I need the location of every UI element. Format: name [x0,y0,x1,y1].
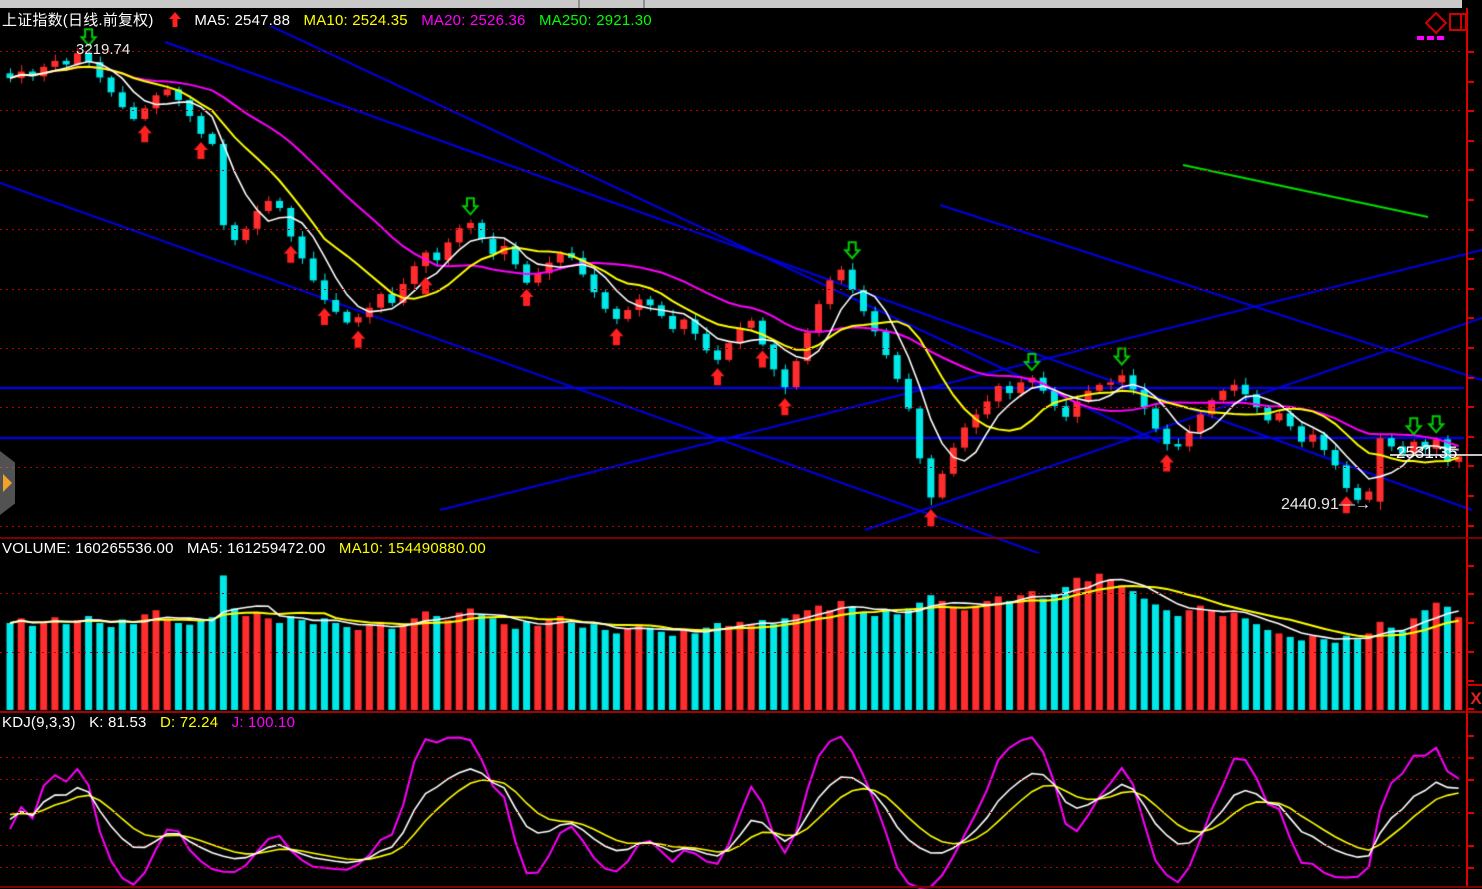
ma10-label: MA10: 2524.35 [303,12,408,29]
volume-label: VOLUME: 160265536.00 [2,540,174,557]
axis-tick [1466,651,1474,653]
peak-price-label: 3219.74 [76,41,131,58]
close-pane-button[interactable]: X [1466,684,1482,713]
dotted-gridline [0,779,1464,780]
k-value: K: 81.53 [89,714,147,731]
trough-price-label: 2440.91—→ [1281,496,1371,513]
axis-tick [1466,757,1474,759]
dotted-gridline [0,348,1464,349]
strip-seam [643,0,645,8]
axis-tick [1466,495,1474,497]
axis-tick [1466,565,1474,567]
axis-tick [1466,139,1474,142]
axis-tick [1466,680,1474,682]
axis-tick [1466,622,1474,624]
dotted-gridline [0,526,1464,527]
axis-tick [1466,845,1474,847]
axis-tick [1466,51,1474,53]
ma5-label: MA5: 2547.88 [194,12,291,29]
drawing-dash-icon[interactable] [1417,36,1424,40]
kdj-pane-header: KDJ(9,3,3) K: 81.53 D: 72.24 J: 100.10 [2,714,304,732]
axis-tick [1466,199,1474,201]
d-value: D: 72.24 [159,714,219,731]
main-chart-header: 上证指数(日线.前复权) MA5: 2547.88 MA10: 2524.35 … [2,9,661,29]
vol-ma5-label: MA5: 161259472.00 [187,540,326,557]
axis-tick [1466,376,1474,379]
pane-layout-icon[interactable] [1449,13,1467,31]
dotted-gridline [0,867,1464,868]
dotted-gridline [0,407,1464,408]
axis-tick [1466,735,1474,737]
axis-tick [1466,524,1474,527]
dotted-gridline [0,51,1464,52]
drawing-dash-icon[interactable] [1437,36,1444,40]
axis-tick [1466,258,1474,261]
drawing-dash-icon[interactable] [1427,36,1434,40]
axis-tick [1466,80,1474,83]
dotted-gridline [0,289,1464,290]
pane-layout-icon-divider [1460,15,1462,29]
dotted-gridline [0,652,1464,653]
up-arrow-icon [168,12,181,31]
axis-tick [1466,867,1474,869]
j-value: J: 100.10 [231,714,296,731]
axis-tick [1466,406,1474,409]
axis-tick [1466,812,1474,814]
pane-divider [0,886,1482,888]
dotted-gridline [0,110,1464,111]
kdj-label: KDJ(9,3,3) [2,714,76,731]
axis-tick [1466,779,1474,781]
volume-pane-header: VOLUME: 160265536.00 MA5: 161259472.00 M… [2,540,495,558]
axis-tick [1466,287,1474,290]
dotted-gridline [0,812,1464,813]
axis-tick [1466,228,1474,231]
price-axis-line [1466,8,1468,887]
last-price-label: 2531.35 [1396,443,1458,462]
axis-tick [1466,317,1474,320]
ma250-label: MA250: 2921.30 [538,12,652,29]
dotted-gridline [0,170,1464,171]
axis-tick [1466,169,1474,172]
ma20-label: MA20: 2526.36 [421,12,526,29]
pane-divider[interactable] [0,711,1482,713]
axis-tick [1466,708,1474,710]
pane-divider[interactable] [0,537,1482,539]
dotted-gridline [0,593,1464,594]
axis-tick [1466,435,1474,438]
vol-ma10-label: MA10: 154490880.00 [338,540,486,557]
axis-tick [1466,593,1474,595]
expand-triangle-icon [3,474,12,492]
axis-tick [1466,110,1474,113]
last-price-line [1390,454,1482,456]
dotted-gridline [0,845,1464,846]
sidebar-expand-handle[interactable] [0,451,15,515]
dotted-gridline [0,757,1464,758]
axis-tick [1466,347,1474,349]
index-title: 上证指数(日线.前复权) [2,12,154,29]
dotted-gridline [0,229,1464,230]
window-top-strip [0,0,1462,8]
axis-tick [1466,465,1474,468]
dotted-gridline [0,467,1464,468]
strip-seam [578,0,580,8]
